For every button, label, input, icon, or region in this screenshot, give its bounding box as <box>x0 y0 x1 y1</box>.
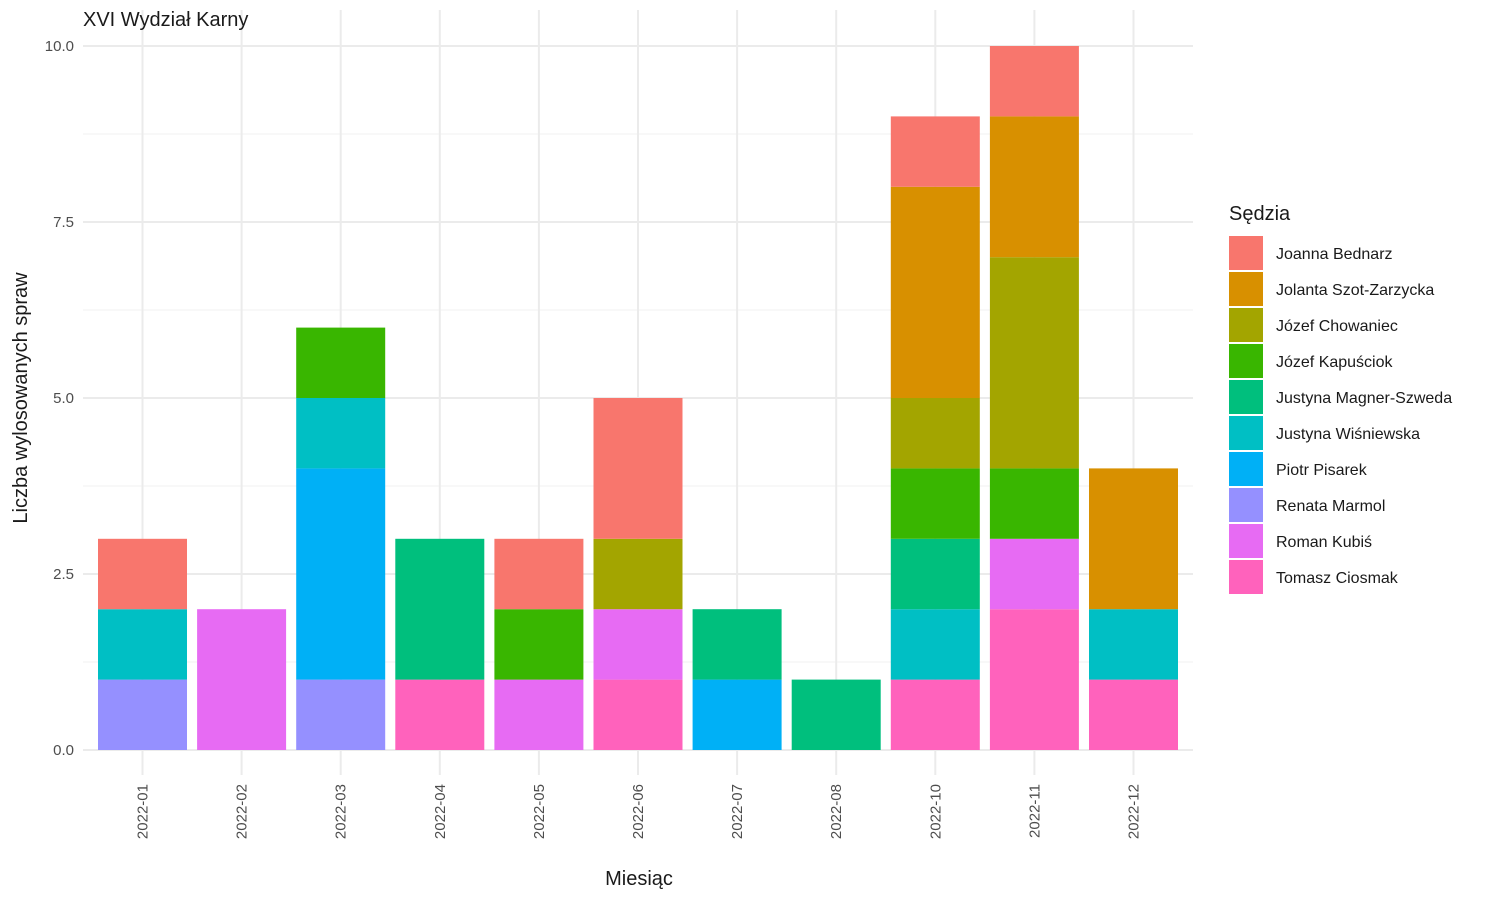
legend-title: Sędzia <box>1229 203 1291 225</box>
chart-title: XVI Wydział Karny <box>83 9 248 31</box>
x-tick-label: 2022-12 <box>1126 784 1143 839</box>
bar-segment <box>98 609 187 680</box>
bar-segment <box>692 609 782 680</box>
x-tick-label: 2022-06 <box>630 784 647 839</box>
y-tick-label: 7.5 <box>53 214 74 231</box>
bar-segment <box>989 46 1079 117</box>
x-tick-label: 2022-08 <box>828 784 845 839</box>
bar-segment <box>197 609 287 750</box>
legend-label: Joanna Bednarz <box>1276 246 1393 263</box>
legend-label: Józef Kapuściok <box>1276 354 1394 371</box>
bar-segment <box>890 538 980 610</box>
y-tick-label: 5.0 <box>53 390 74 407</box>
legend-label: Józef Chowaniec <box>1276 318 1398 335</box>
bar-segment <box>395 679 485 750</box>
bar-segment <box>989 609 1079 750</box>
bar-segment <box>296 679 386 750</box>
bars <box>98 46 1178 750</box>
x-axis-title: Miesiąc <box>605 868 673 890</box>
x-tick-label: 2022-02 <box>234 784 251 839</box>
bar-segment <box>494 609 584 680</box>
x-axis-ticks: 2022-01 2022-02 2022-03 2022-04 2022-05 2022-… <box>135 784 1143 839</box>
bar-segment <box>494 538 584 610</box>
legend-swatch <box>1229 308 1263 342</box>
bar-segment <box>1089 468 1178 610</box>
bar-segment <box>890 398 980 469</box>
legend-swatch <box>1229 488 1263 522</box>
bar-segment <box>593 609 683 680</box>
x-tick-label: 2022-01 <box>135 784 152 839</box>
legend-swatch <box>1229 416 1263 450</box>
bar-segment <box>593 679 683 750</box>
bar-segment <box>890 468 980 539</box>
y-tick-label: 10.0 <box>45 38 74 55</box>
bar-segment <box>989 538 1079 610</box>
bar-segment <box>494 679 584 750</box>
bar-segment <box>296 327 386 398</box>
legend-swatch <box>1229 344 1263 378</box>
legend-label: Piotr Pisarek <box>1276 462 1368 479</box>
bar-segment <box>692 679 782 750</box>
bar-segment <box>296 398 386 469</box>
y-axis-ticks: 0.0 2.5 5.0 7.5 10.0 <box>45 38 74 759</box>
bar-segment <box>890 679 980 750</box>
bar-segment <box>395 538 485 680</box>
legend-label: Justyna Magner-Szweda <box>1276 390 1452 407</box>
y-axis-title: Liczba wylosowanych spraw <box>10 272 32 524</box>
x-tick-label: 2022-03 <box>333 784 350 839</box>
x-tick-label: 2022-10 <box>927 784 944 839</box>
y-tick-label: 0.0 <box>53 742 74 759</box>
x-tick-label: 2022-11 <box>1026 784 1043 838</box>
legend: Sędzia Joanna Bednarz Jolanta Szot-Zarzyc… <box>1229 203 1452 594</box>
x-tick-label: 2022-07 <box>729 784 746 839</box>
legend-swatch <box>1229 524 1263 558</box>
bar-segment <box>296 468 386 680</box>
bar-segment <box>1089 609 1178 680</box>
legend-label: Tomasz Ciosmak <box>1276 570 1399 587</box>
x-tick-label: 2022-04 <box>432 784 449 839</box>
legend-label: Renata Marmol <box>1276 498 1385 515</box>
bar-segment <box>791 679 881 750</box>
legend-swatch <box>1229 236 1263 270</box>
legend-label: Jolanta Szot-Zarzycka <box>1276 282 1434 299</box>
y-tick-label: 2.5 <box>53 566 74 583</box>
legend-swatch <box>1229 380 1263 414</box>
x-tick-label: 2022-05 <box>531 784 548 839</box>
bar-segment <box>890 116 980 187</box>
legend-label: Justyna Wiśniewska <box>1276 426 1420 443</box>
bar-segment <box>98 679 187 750</box>
bar-segment <box>989 116 1079 258</box>
bar-segment <box>1089 679 1178 750</box>
bar-segment <box>593 398 683 539</box>
legend-swatch <box>1229 272 1263 306</box>
legend-swatch <box>1229 560 1263 594</box>
bar-segment <box>989 468 1079 539</box>
bar-segment <box>890 609 980 680</box>
bar-segment <box>989 257 1079 469</box>
bar-segment <box>98 538 187 610</box>
bar-segment <box>890 186 980 398</box>
legend-swatch <box>1229 452 1263 486</box>
legend-label: Roman Kubiś <box>1276 534 1372 551</box>
bar-segment <box>593 538 683 610</box>
